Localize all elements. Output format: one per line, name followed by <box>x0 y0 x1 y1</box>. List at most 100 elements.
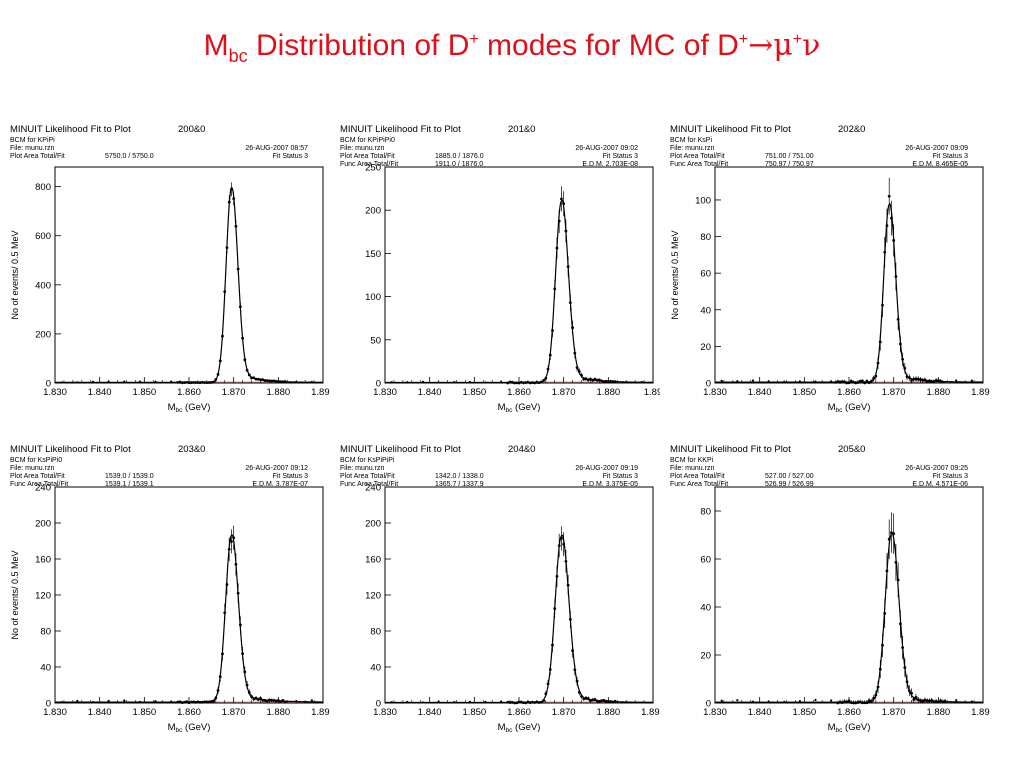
file-label: File: munu.rzn <box>340 465 385 472</box>
data-point <box>542 379 545 382</box>
data-point <box>896 317 900 321</box>
data-point <box>571 326 574 330</box>
data-point <box>526 380 530 384</box>
data-point <box>250 376 253 380</box>
x-tick-label: 1.830 <box>373 707 397 718</box>
y-tick-label: 0 <box>706 379 711 390</box>
data-point <box>872 377 875 380</box>
data-point <box>221 334 224 338</box>
x-tick-label: 1.850 <box>792 387 816 398</box>
data-point <box>513 381 516 385</box>
x-tick-label: 1.840 <box>418 707 442 718</box>
data-point <box>539 380 543 384</box>
data-point <box>187 701 191 705</box>
fit-status: Fit Status 3 <box>932 153 968 160</box>
data-point <box>535 381 539 384</box>
plot-panel-kpipipi0: MINUIT Likelihood Fit to Plot 201&0 BCM … <box>330 120 660 440</box>
row2-value: 1539.1 / 1539.1 <box>105 481 154 488</box>
data-point <box>295 700 298 703</box>
data-point <box>921 700 925 703</box>
data-point <box>901 357 904 361</box>
data-point <box>932 700 936 704</box>
data-point <box>500 700 503 703</box>
data-point <box>281 380 285 384</box>
y-tick-label: 400 <box>35 280 51 291</box>
data-point <box>930 698 934 702</box>
file-label: File: munu.rzn <box>10 465 55 472</box>
data-point <box>557 544 561 548</box>
fit-title: MINUIT Likelihood Fit to Plot <box>10 124 131 135</box>
data-point <box>238 623 242 627</box>
x-tick-label: 1.840 <box>88 387 112 398</box>
data-point <box>310 380 313 384</box>
data-point <box>589 377 592 381</box>
data-point <box>943 699 947 703</box>
y-tick-label: 200 <box>365 519 381 530</box>
y-tick-label: 120 <box>365 591 381 602</box>
data-point <box>243 358 247 362</box>
data-point <box>178 700 182 704</box>
fit-title: MINUIT Likelihood Fit to Plot <box>340 444 461 455</box>
data-point <box>606 699 610 703</box>
data-point <box>892 239 896 242</box>
data-point <box>216 372 220 376</box>
data-point <box>845 700 849 704</box>
data-point <box>923 698 927 702</box>
data-point <box>544 376 548 380</box>
data-point <box>604 379 608 383</box>
mode-label: BCM for KPiPi <box>10 137 55 144</box>
data-point <box>526 700 530 704</box>
row1-label: Plot Area Total/Fit <box>340 153 395 160</box>
data-point <box>230 539 233 543</box>
data-point <box>250 695 253 699</box>
data-point <box>283 700 287 704</box>
data-point <box>867 381 871 385</box>
data-point <box>236 591 240 595</box>
data-point <box>582 377 586 381</box>
data-point <box>406 700 409 703</box>
x-tick-label: 1.890 <box>641 707 660 718</box>
data-point <box>524 701 528 705</box>
data-point <box>890 216 893 220</box>
y-tick-label: 80 <box>700 232 711 243</box>
data-point <box>939 699 942 703</box>
data-point <box>234 224 238 228</box>
data-point <box>609 700 612 703</box>
data-point <box>227 200 231 204</box>
data-point <box>468 700 471 703</box>
data-point <box>589 699 592 702</box>
data-point <box>123 380 126 383</box>
data-point <box>218 675 222 679</box>
plot-panel-kpipi: MINUIT Likelihood Fit to Plot 200&0 BCM … <box>0 120 330 440</box>
data-point <box>736 699 739 702</box>
data-point <box>609 379 612 383</box>
data-point <box>593 377 597 381</box>
row2-value: 1911.0 / 1876.0 <box>435 161 484 168</box>
fit-title: MINUIT Likelihood Fit to Plot <box>670 444 791 455</box>
fit-status: Fit Status 3 <box>272 153 308 160</box>
y-tick-label: 0 <box>46 699 51 710</box>
data-point <box>640 701 643 704</box>
data-point <box>849 379 853 383</box>
data-point <box>939 379 942 383</box>
data-point <box>852 701 855 705</box>
data-point <box>640 380 643 384</box>
data-point <box>276 380 280 383</box>
data-point <box>896 578 900 582</box>
data-point <box>577 370 581 373</box>
edm-value: E.D.M. 3.787E-07 <box>252 481 308 488</box>
data-point <box>600 699 604 703</box>
title-text-mid: Distribution of D <box>247 29 470 62</box>
y-tick-label: 40 <box>40 663 51 674</box>
edm-value: E.D.M. 2.703E-08 <box>582 161 638 168</box>
data-point <box>223 290 227 294</box>
data-point <box>970 700 973 703</box>
data-point <box>508 701 512 704</box>
data-point <box>564 559 568 563</box>
data-point <box>955 379 958 382</box>
data-point <box>214 696 218 700</box>
data-point <box>553 607 557 610</box>
y-tick-label: 120 <box>35 591 51 602</box>
data-point <box>183 381 186 384</box>
data-point <box>903 366 907 370</box>
